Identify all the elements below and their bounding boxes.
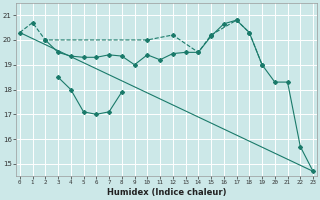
X-axis label: Humidex (Indice chaleur): Humidex (Indice chaleur) [107, 188, 226, 197]
